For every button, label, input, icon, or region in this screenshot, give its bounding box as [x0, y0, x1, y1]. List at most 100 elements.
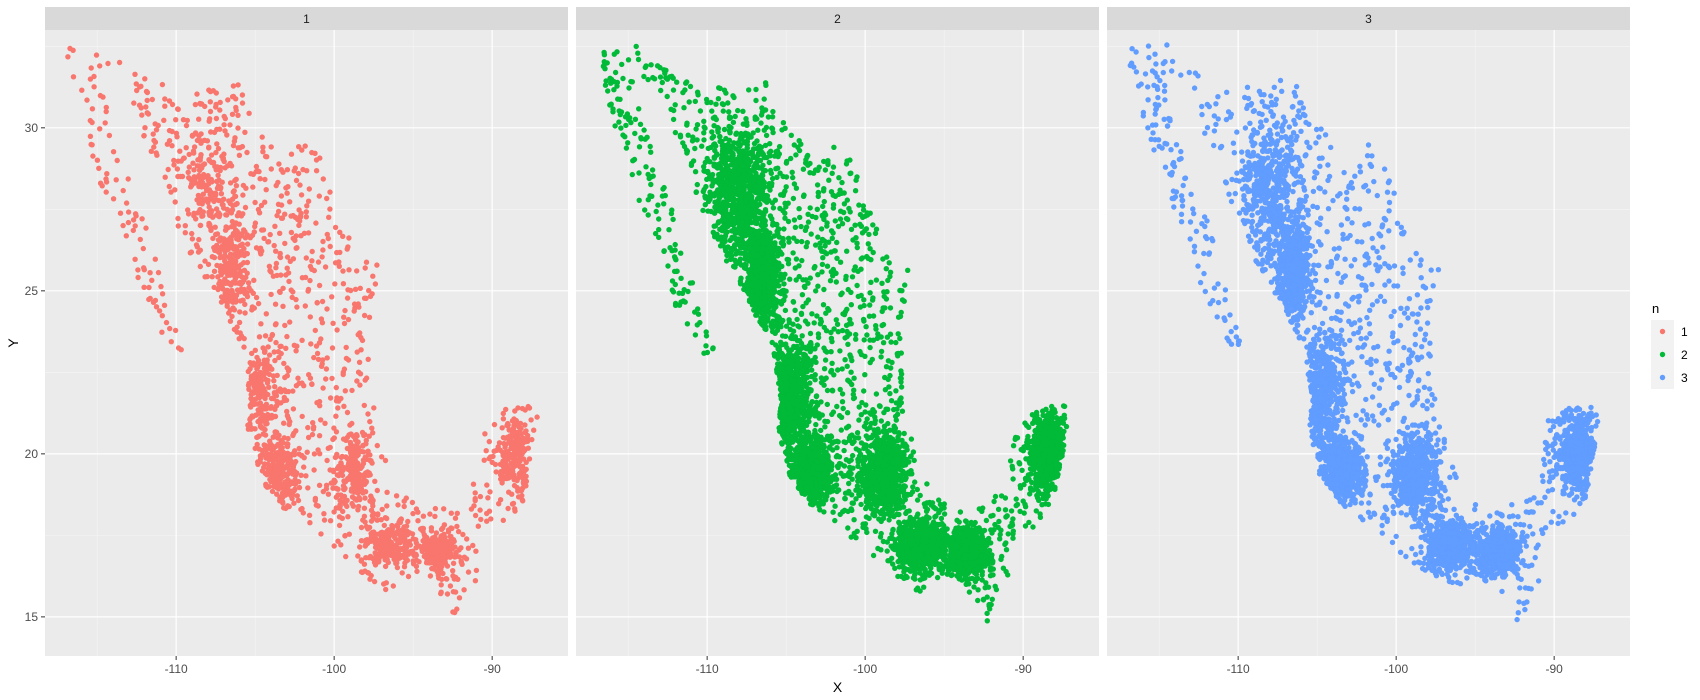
data-point	[285, 481, 291, 488]
data-point	[135, 267, 141, 273]
data-point	[820, 255, 826, 261]
data-point	[438, 582, 444, 588]
data-point	[130, 217, 137, 223]
data-point	[239, 241, 245, 247]
series-points-1	[65, 45, 540, 616]
data-point	[70, 74, 77, 80]
data-point	[218, 191, 225, 197]
panel-background	[576, 30, 1099, 656]
data-point	[274, 212, 280, 219]
data-point	[361, 402, 367, 409]
data-point	[340, 233, 346, 239]
data-point	[269, 366, 275, 372]
data-point	[366, 287, 372, 294]
data-point	[888, 365, 894, 371]
data-point	[266, 384, 272, 390]
data-point	[427, 573, 434, 579]
data-point	[222, 128, 228, 134]
data-point	[226, 310, 232, 316]
data-point	[324, 195, 330, 202]
data-point	[403, 495, 409, 501]
data-point	[193, 242, 200, 248]
data-point	[164, 141, 171, 147]
data-point	[212, 224, 218, 230]
data-point	[161, 117, 167, 124]
data-point	[297, 182, 303, 188]
data-point	[201, 171, 207, 178]
data-point	[271, 242, 277, 249]
data-point	[522, 422, 528, 428]
data-point	[229, 111, 236, 118]
data-point	[162, 103, 168, 109]
data-point	[313, 220, 319, 226]
data-point	[134, 87, 140, 94]
panel-background	[45, 30, 568, 656]
data-point	[820, 302, 827, 308]
data-point	[329, 294, 335, 300]
data-point	[500, 517, 506, 523]
data-point	[260, 149, 266, 155]
data-point	[834, 445, 840, 451]
data-point	[303, 214, 309, 220]
data-point	[207, 108, 214, 115]
data-point	[305, 230, 312, 236]
data-point	[323, 376, 329, 382]
data-point	[845, 525, 851, 531]
data-point	[222, 115, 228, 122]
data-point	[214, 126, 220, 133]
data-point	[219, 284, 225, 290]
data-point	[482, 431, 488, 437]
data-point	[788, 132, 794, 138]
data-point	[143, 225, 149, 231]
data-point	[235, 112, 241, 119]
data-point	[105, 60, 111, 67]
data-point	[252, 347, 258, 353]
data-point	[169, 101, 176, 108]
data-point	[438, 526, 445, 533]
data-point	[197, 206, 203, 213]
data-point	[628, 78, 634, 85]
data-point	[378, 517, 384, 523]
data-point	[365, 411, 371, 417]
data-point	[275, 349, 282, 355]
data-point	[258, 321, 264, 327]
data-point	[370, 273, 376, 279]
data-point	[278, 193, 285, 199]
data-point	[382, 563, 389, 570]
data-point	[420, 543, 427, 549]
data-point	[255, 459, 261, 465]
data-point	[486, 508, 493, 514]
data-point	[362, 265, 368, 271]
data-point	[175, 223, 181, 229]
data-point	[317, 403, 323, 409]
data-point	[357, 382, 363, 388]
data-point	[362, 495, 368, 501]
data-point	[265, 377, 271, 384]
data-point	[704, 155, 710, 162]
data-point	[206, 204, 212, 210]
data-point	[794, 316, 800, 323]
data-point	[227, 180, 234, 186]
data-point	[272, 406, 278, 412]
data-point	[282, 240, 288, 247]
data-point	[370, 430, 376, 436]
data-point	[709, 108, 715, 114]
data-point	[336, 472, 342, 479]
data-point	[255, 401, 261, 407]
data-point	[861, 337, 867, 343]
data-point	[183, 122, 190, 129]
data-point	[217, 211, 223, 218]
data-point	[814, 313, 820, 319]
data-point	[277, 495, 283, 501]
data-point	[511, 482, 518, 489]
data-point	[486, 438, 492, 445]
data-point	[186, 151, 192, 158]
data-point	[271, 469, 277, 475]
data-point	[273, 339, 279, 346]
data-point	[196, 163, 203, 169]
data-point	[276, 354, 282, 361]
data-point	[324, 457, 330, 464]
data-point	[358, 569, 365, 575]
data-point	[190, 160, 196, 166]
data-point	[525, 436, 531, 442]
